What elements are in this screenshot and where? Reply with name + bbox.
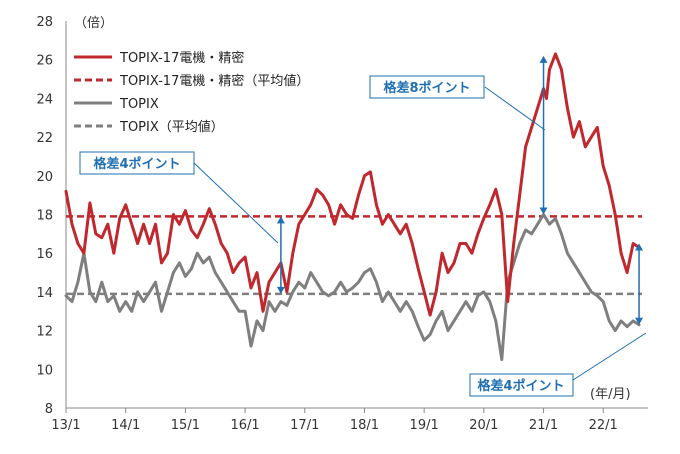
x-tick-label: 18/1	[350, 418, 379, 433]
annotation-2-label: 格差8ポイント	[383, 80, 470, 96]
y-tick-label: 20	[36, 170, 53, 185]
annotation-1-arrow-head-down	[276, 286, 285, 294]
x-tick-label: 19/1	[410, 418, 439, 433]
x-tick-label: 22/1	[589, 418, 618, 433]
y-tick-label: 10	[36, 363, 53, 378]
annotation-3-pointer	[572, 332, 647, 381]
annotation-1: 格差4ポイント	[79, 151, 279, 244]
y-tick-label: 16	[36, 247, 53, 262]
x-tick-label: 16/1	[230, 418, 259, 433]
y-tick-label: 12	[36, 325, 53, 340]
x-tick-label: 17/1	[290, 418, 319, 433]
legend-label-topix-avg: TOPIX（平均値）	[119, 119, 224, 135]
y-tick-label: 22	[36, 131, 53, 146]
x-unit-label: (年/月)	[590, 387, 631, 402]
y-tick-label: 28	[36, 15, 53, 30]
y-unit-label: （倍）	[74, 16, 113, 31]
annotation-1-pointer	[193, 162, 279, 244]
legend: TOPIX-17電機・精密 TOPIX-17電機・精密（平均値） TOPIX T…	[74, 50, 309, 135]
annotation-3-arrow-head-up	[635, 243, 644, 251]
annotation-1-box	[79, 151, 195, 175]
annotation-3-arrow-head-down	[635, 317, 644, 325]
legend-label-electric: TOPIX-17電機・精密	[119, 50, 244, 66]
legend-label-electric-avg: TOPIX-17電機・精密（平均値）	[119, 73, 309, 89]
annotation-2-box	[369, 75, 485, 99]
annotation-1-label: 格差4ポイント	[93, 156, 180, 172]
x-tick-label: 13/1	[51, 418, 80, 433]
y-tick-label: 18	[36, 209, 53, 224]
annotation-2: 格差8ポイント	[369, 75, 546, 131]
annotation-2-arrow-head-down	[539, 207, 548, 215]
y-tick-label: 26	[36, 54, 53, 69]
y-tick-label: 14	[36, 286, 53, 301]
annotation-2-pointer	[484, 86, 546, 131]
x-tick-label: 15/1	[171, 418, 200, 433]
x-tick-label: 21/1	[529, 418, 558, 433]
series-0-line	[64, 52, 641, 317]
annotation-2-arrow-head-up	[539, 55, 548, 63]
annotation-3: 格差4ポイント	[469, 332, 647, 397]
annotation-3-label: 格差4ポイント	[477, 378, 564, 394]
annotation-1-arrow-head-up	[276, 216, 285, 224]
series-2-line	[64, 213, 641, 362]
x-tick-label: 14/1	[111, 418, 140, 433]
y-tick-label: 8	[45, 402, 53, 417]
x-tick-label: 20/1	[469, 418, 498, 433]
y-tick-label: 24	[36, 92, 53, 107]
annotation-3-box	[469, 373, 574, 397]
legend-label-topix: TOPIX	[119, 97, 159, 112]
